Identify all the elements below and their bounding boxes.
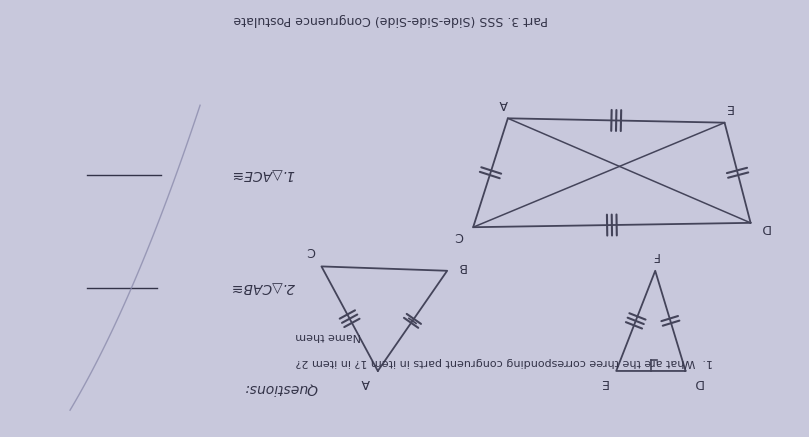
Text: A: A — [362, 376, 370, 389]
Text: F: F — [652, 249, 659, 262]
Text: 1.  What are the three corresponding congruent parts in item 1? in item 2?: 1. What are the three corresponding cong… — [295, 357, 713, 367]
Text: Questions:: Questions: — [244, 382, 317, 395]
Text: 1.△ACE≅: 1.△ACE≅ — [231, 168, 294, 182]
Text: D: D — [693, 376, 702, 389]
Text: Part 3. SSS (Side-Side-Side) Congruence Postulate: Part 3. SSS (Side-Side-Side) Congruence … — [234, 14, 548, 26]
Text: A: A — [499, 97, 508, 110]
Text: C: C — [307, 244, 316, 257]
Text: 2.△CAB≅: 2.△CAB≅ — [231, 281, 294, 295]
Text: E: E — [600, 376, 608, 389]
Text: D: D — [760, 221, 769, 234]
Text: C: C — [455, 229, 464, 243]
Text: E: E — [725, 101, 733, 114]
Text: Name them: Name them — [295, 331, 361, 341]
Text: B: B — [457, 260, 465, 273]
